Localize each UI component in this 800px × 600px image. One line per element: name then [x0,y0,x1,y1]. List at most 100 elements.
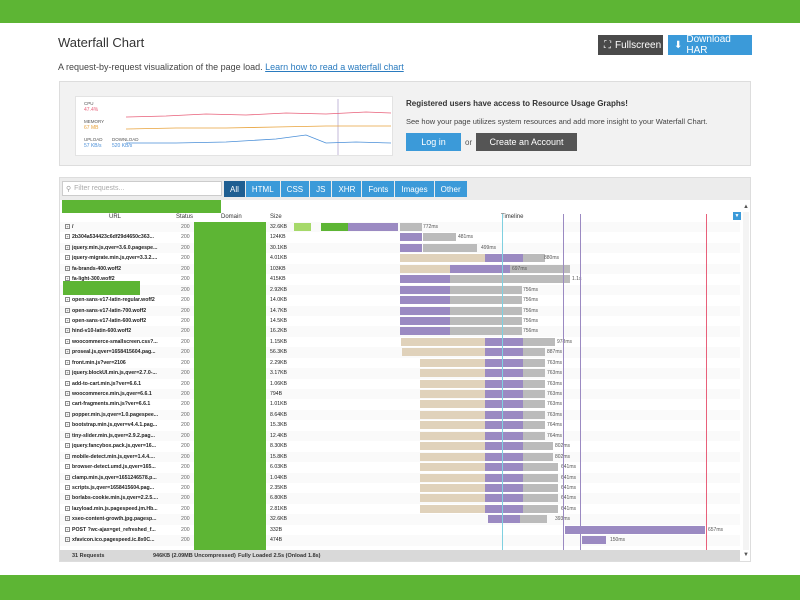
scroll-up-icon[interactable]: ▲ [743,204,749,210]
expand-icon[interactable]: + [65,318,70,323]
expand-icon[interactable]: + [65,234,70,239]
fullscreen-button[interactable]: ⛶ Fullscreen [598,35,663,55]
expand-icon[interactable]: + [65,516,70,521]
table-row[interactable]: + popper.min.js,qver=1.0.pagespee... 200 8.… [60,410,740,420]
expand-icon[interactable]: + [65,433,70,438]
table-row[interactable]: + mobile-detect.min.js,qver=1.4.4.... 200 1… [60,452,740,462]
filter-tab-images[interactable]: Images [395,181,433,197]
expand-icon[interactable]: + [65,266,70,271]
login-button[interactable]: Log in [406,133,461,151]
timeline-bar [582,536,606,544]
expand-icon[interactable]: + [65,255,70,260]
table-row[interactable]: +2b304a534423c6df29d4650c363... 200 124KB 4… [60,232,740,242]
filter-tab-other[interactable]: Other [435,181,467,197]
table-row[interactable]: + borlabs-cookie.min.js,qver=2.2.5.... 200… [60,493,740,503]
expand-icon[interactable]: + [65,495,70,500]
request-duration: 756ms [523,297,538,303]
expand-icon[interactable]: + [65,454,70,459]
table-row[interactable]: + POST ?wc-ajax=get_refreshed_f... 200 332B… [60,525,740,535]
filter-tab-fonts[interactable]: Fonts [362,181,394,197]
table-row[interactable]: + add-to-cart.min.js?ver=6.6.1 200 1.06KB 76… [60,379,740,389]
request-status: 200 [181,370,190,376]
col-timeline[interactable]: Timeline [501,214,523,220]
expand-icon[interactable]: + [65,308,70,313]
table-row[interactable]: + open-sans-v17-latin-700.woff2 200 14.7KB 7… [60,306,740,316]
table-row[interactable]: + cart-fragments.min.js?ver=6.6.1 200 1.01K… [60,399,740,409]
expand-icon[interactable]: + [65,537,70,542]
scrollbar[interactable] [743,212,749,550]
expand-icon[interactable]: + [65,391,70,396]
table-row[interactable]: +/ 200 32.6KB 772ms [60,222,740,232]
request-status: 200 [181,328,190,334]
expand-icon[interactable]: + [65,506,70,511]
filter-requests-input[interactable]: ⚲ Filter requests... [62,181,222,196]
table-row[interactable]: + jquery.min.js,qver=3.6.0.pagespe... 200 3… [60,243,740,253]
expand-icon[interactable]: + [65,485,70,490]
table-row[interactable]: + clamp.min.js,qver=1651246578.p... 200 1.0… [60,473,740,483]
expand-icon[interactable]: + [65,360,70,365]
table-row[interactable]: + fa-light-300.woff2 200 415KB 1.1s [60,274,740,284]
expand-icon[interactable]: + [65,475,70,480]
col-size[interactable]: Size [270,214,282,220]
expand-icon[interactable]: + [65,527,70,532]
expand-icon[interactable]: + [65,349,70,354]
table-row[interactable]: + hind-v10-latin-600.woff2 200 16.2KB 756ms [60,326,740,336]
table-row[interactable]: + fa-brands-400.woff2 200 103KB 697ms [60,264,740,274]
request-duration: 756ms [523,328,538,334]
table-row[interactable]: + tiny-slider.min.js,qver=2.9.2.pag... 200… [60,431,740,441]
expand-icon[interactable]: + [65,412,70,417]
timeline-bar [321,223,348,231]
request-status: 200 [181,276,190,282]
create-account-button[interactable]: Create an Account [476,133,577,151]
filter-tab-xhr[interactable]: XHR [332,181,361,197]
timeline-bar [400,223,422,231]
table-row[interactable]: + scripts.js,qver=1658415604.pag... 200 2.3… [60,483,740,493]
filter-tab-css[interactable]: CSS [281,181,309,197]
table-row[interactable]: + proseal.js,qver=1658415604.pag... 200 56.… [60,347,740,357]
fullscreen-icon: ⛶ [604,40,611,51]
table-row[interactable]: + xseo-content-growth.jpg.pagesp... 200 32.… [60,514,740,524]
request-status: 200 [181,360,190,366]
request-status: 200 [181,297,190,303]
table-row[interactable]: + open-sans-v17-latin-regular.woff2 200 14.… [60,295,740,305]
expand-icon[interactable]: + [65,297,70,302]
table-row[interactable]: + xfavicon.ico.pagespeed.ic.8x0C... 200 474… [60,535,740,545]
learn-waterfall-link[interactable]: Learn how to read a waterfall chart [265,62,404,72]
or-text: or [465,138,472,147]
table-row[interactable]: + jquery.blockUI.min.js,qver=2.7.0-... 200… [60,368,740,378]
table-row[interactable]: + front.min.js?ver=2106 200 2.29KB 763ms [60,358,740,368]
col-url[interactable]: URL [109,214,121,220]
timeline-bar [423,233,456,241]
timeline-bar [485,505,523,513]
table-row[interactable]: + woocommerce-smallscreen.css?... 200 1.15K… [60,337,740,347]
table-row[interactable]: + woocommerce.min.js,qver=6.6.1 200 794B 763… [60,389,740,399]
download-har-button[interactable]: ⬇ Download HAR [668,35,752,55]
filter-tab-all[interactable]: All [224,181,245,197]
expand-icon[interactable]: + [65,401,70,406]
table-row[interactable]: + open-sans-v17-latin-600.woff2 200 14.5KB 7… [60,316,740,326]
expand-icon[interactable]: + [65,224,70,229]
col-domain[interactable]: Domain [221,214,242,220]
timeline-dropdown-icon[interactable]: ▼ [733,212,741,220]
scroll-down-icon[interactable]: ▼ [743,552,749,558]
filter-tab-js[interactable]: JS [310,181,331,197]
table-row[interactable]: + bootstrap.min.js,qver=v4.4.1.pag... 200 1… [60,420,740,430]
expand-icon[interactable]: + [65,245,70,250]
table-row[interactable]: + jquery.fancybox.pack.js,qver=16... 200 8.… [60,441,740,451]
expand-icon[interactable]: + [65,370,70,375]
expand-icon[interactable]: + [65,328,70,333]
filter-tab-html[interactable]: HTML [246,181,280,197]
table-row[interactable]: + browser-detect.umd.js,qver=165... 200 6.0… [60,462,740,472]
expand-icon[interactable]: + [65,443,70,448]
expand-icon[interactable]: + [65,339,70,344]
resource-usage-promo: CPU 47.4% MEMORY 67 MB UPLOAD 57 KB/s DO… [59,81,751,166]
expand-icon[interactable]: + [65,422,70,427]
table-row[interactable]: + lazyload.min.js.pagespeed.jm.Hb... 200 2.… [60,504,740,514]
expand-icon[interactable]: + [65,381,70,386]
page-subtitle: A request-by-request visualization of th… [58,62,404,72]
request-size: 14.5KB [270,318,287,324]
table-row[interactable]: + jquery-migrate.min.js,qver=3.3.2.... 200… [60,253,740,263]
expand-icon[interactable]: + [65,464,70,469]
col-status[interactable]: Status [176,214,193,220]
